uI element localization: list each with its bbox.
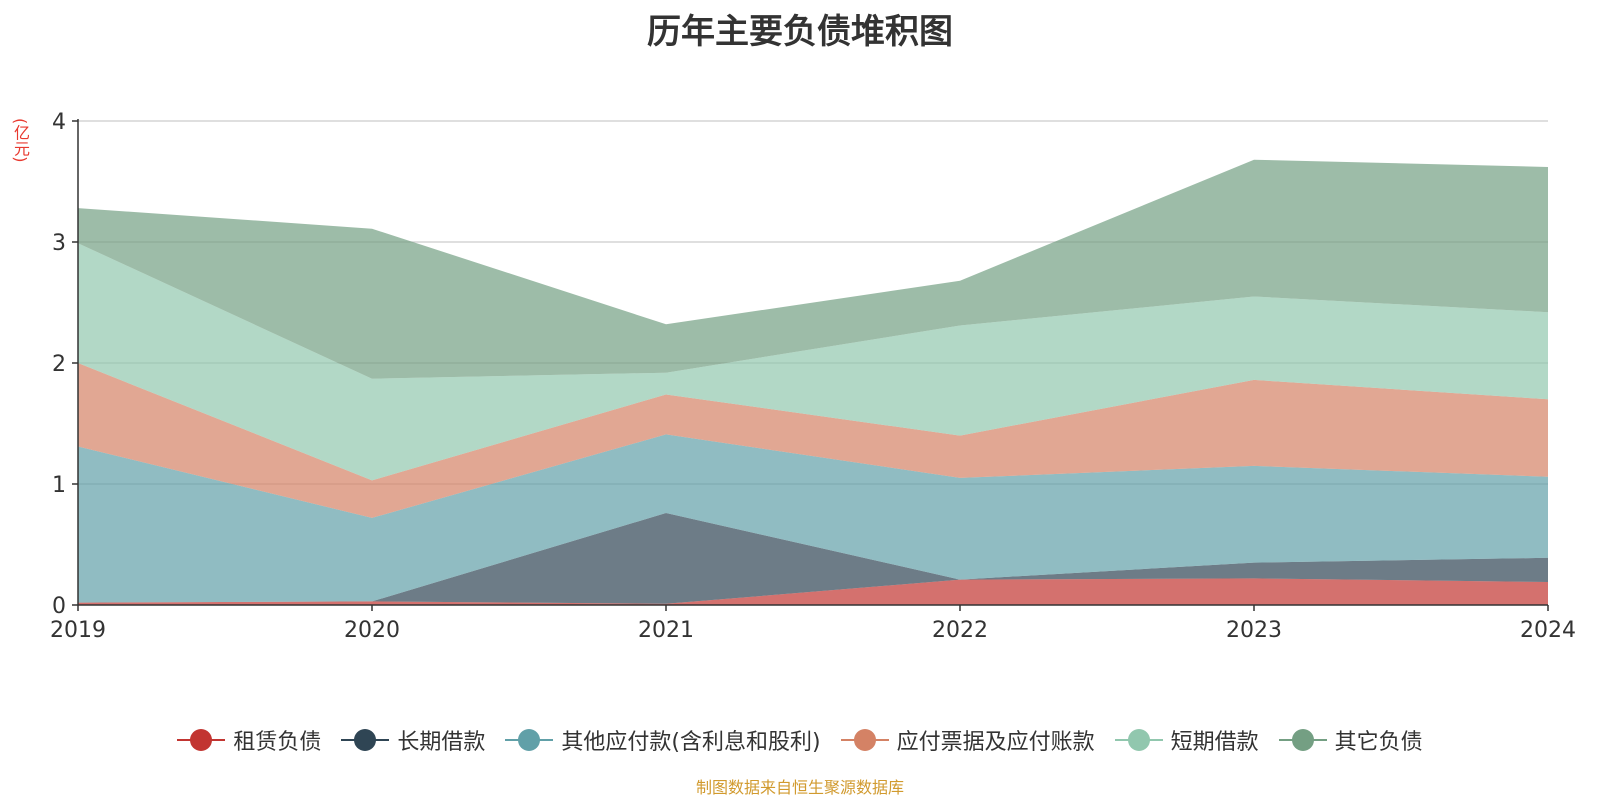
x-tick-label-2021: 2021 (638, 618, 694, 643)
legend-marker (1278, 728, 1327, 752)
legend: 租赁负债 长期借款 其他应付款(含利息和股利) 应付票据及应付账款 短期借款 其它负债 (0, 722, 1600, 758)
x-tick-label-2023: 2023 (1226, 618, 1282, 643)
legend-item-3[interactable]: 其他应付款(含利息和股利) (505, 724, 821, 756)
y-tick-label-1: 1 (52, 473, 66, 498)
legend-label: 租赁负债 (233, 730, 322, 755)
y-tick-label-0: 0 (52, 594, 66, 619)
legend-label: 其他应付款(含利息和股利) (561, 730, 821, 755)
y-tick-label-2: 2 (52, 352, 66, 377)
legend-dot-icon (1127, 729, 1150, 751)
x-tick-label-2020: 2020 (344, 618, 400, 643)
y-axis-unit-label: (亿元) (11, 118, 30, 163)
legend-marker (341, 728, 390, 752)
chart-title: 历年主要负债堆积图 (647, 12, 953, 52)
area-3 (78, 434, 1548, 603)
legend-item-5[interactable]: 短期借款 (1114, 724, 1259, 756)
legend-label: 应付票据及应付账款 (896, 730, 1095, 755)
area-4 (78, 363, 1548, 518)
legend-marker (177, 728, 226, 752)
legend-label: 长期借款 (397, 730, 486, 755)
legend-marker (505, 728, 554, 752)
area-1 (78, 578, 1548, 605)
legend-dot-icon (518, 729, 541, 751)
legend-dot-icon (1291, 729, 1314, 751)
legend-item-6[interactable]: 其它负债 (1278, 724, 1423, 756)
legend-item-2[interactable]: 长期借款 (341, 724, 485, 756)
legend-label: 短期借款 (1170, 730, 1259, 755)
x-tick-label-2024: 2024 (1520, 618, 1576, 643)
legend-label: 其它负债 (1334, 730, 1423, 755)
legend-dot-icon (354, 729, 377, 751)
area-5 (78, 243, 1548, 481)
legend-item-4[interactable]: 应付票据及应付账款 (840, 724, 1095, 756)
stacked-area-chart: 0 1 2 3 4 2019 2020 2021 2022 2023 2024 (50, 110, 1576, 643)
area-6 (78, 159, 1548, 379)
area-series (78, 159, 1548, 605)
legend-dot-icon (853, 729, 876, 751)
data-source-note: 制图数据来自恒生聚源数据库 (695, 778, 904, 797)
y-tick-label-3: 3 (52, 231, 66, 256)
area-2 (78, 513, 1548, 604)
y-tick-label-4: 4 (52, 110, 66, 135)
x-tick-label-2022: 2022 (932, 618, 988, 643)
legend-marker (1114, 728, 1163, 752)
legend-dot-icon (190, 729, 213, 751)
legend-marker (840, 728, 889, 752)
x-tick-label-2019: 2019 (50, 618, 106, 643)
legend-item-1[interactable]: 租赁负债 (177, 724, 321, 756)
axes: 0 1 2 3 4 2019 2020 2021 2022 2023 2024 (50, 110, 1576, 643)
